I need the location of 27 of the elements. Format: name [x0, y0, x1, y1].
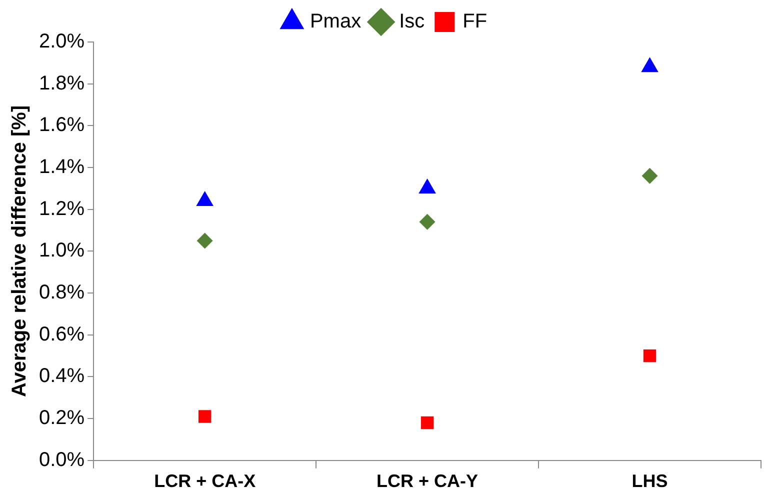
y-tick-label: 1.0% — [38, 240, 85, 262]
y-tick-label: 0.2% — [38, 407, 85, 430]
point — [642, 168, 658, 184]
y-axis-title: Average relative difference [%] — [8, 105, 31, 398]
x-tick-label: LCR + CA-Y — [376, 471, 478, 492]
legend-label: Pmax — [310, 10, 362, 33]
y-tick-label: 1.6% — [38, 114, 85, 136]
point — [420, 416, 434, 430]
y-tick-label: 0.8% — [38, 282, 85, 304]
point — [196, 232, 213, 249]
y-tick-label: 0.0% — [38, 448, 85, 471]
point — [418, 178, 436, 194]
point — [643, 349, 656, 362]
y-tick-label: 2.0% — [38, 30, 85, 53]
y-tick-label: 0.6% — [38, 323, 85, 346]
point — [419, 214, 436, 230]
y-tick-label: 0.4% — [38, 365, 85, 388]
point — [641, 57, 658, 72]
y-tick-label: 1.8% — [38, 72, 85, 94]
point — [196, 190, 214, 206]
legend-label: FF — [462, 10, 488, 33]
y-tick-label: 1.2% — [38, 198, 85, 220]
x-tick-label: LCR + CA-X — [154, 471, 256, 492]
y-tick-label: 1.4% — [38, 156, 85, 178]
x-tick-label: LHS — [632, 471, 668, 492]
point — [198, 410, 212, 423]
legend-label: Isc — [399, 10, 425, 33]
